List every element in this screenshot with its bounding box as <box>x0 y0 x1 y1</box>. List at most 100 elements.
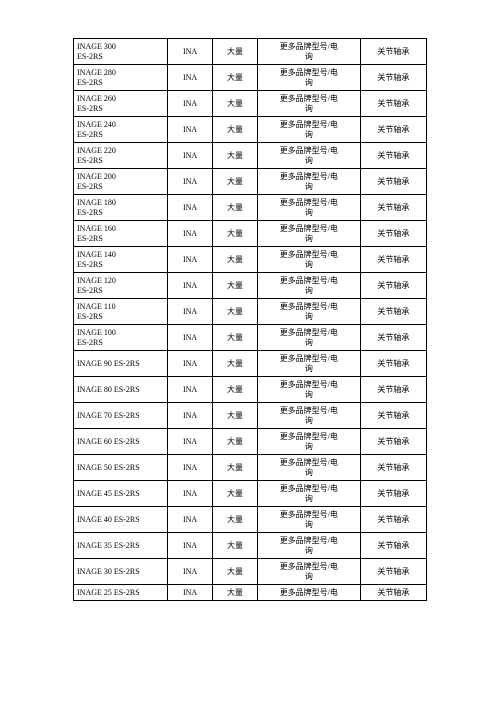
qty-cell: 大量 <box>213 559 258 585</box>
qty-cell: 大量 <box>213 481 258 507</box>
model-cell: INAGE 260ES-2RS <box>74 91 168 117</box>
table-row: INAGE 40 ES-2RSINA大量更多品牌型号/电询关节轴承 <box>74 507 427 533</box>
table-row: INAGE 120ES-2RSINA大量更多品牌型号/电询关节轴承 <box>74 273 427 299</box>
table-row: INAGE 25 ES-2RSINA大量更多品牌型号/电关节轴承 <box>74 585 427 601</box>
model-cell: INAGE 180ES-2RS <box>74 195 168 221</box>
info-cell: 更多品牌型号/电询 <box>257 429 360 455</box>
qty-cell: 大量 <box>213 533 258 559</box>
table-row: INAGE 45 ES-2RSINA大量更多品牌型号/电询关节轴承 <box>74 481 427 507</box>
info-cell: 更多品牌型号/电询 <box>257 455 360 481</box>
info-cell: 更多品牌型号/电询 <box>257 273 360 299</box>
brand-cell: INA <box>168 39 213 65</box>
qty-cell: 大量 <box>213 65 258 91</box>
info-cell: 更多品牌型号/电询 <box>257 403 360 429</box>
info-cell: 更多品牌型号/电询 <box>257 299 360 325</box>
brand-cell: INA <box>168 559 213 585</box>
brand-cell: INA <box>168 429 213 455</box>
model-cell: INAGE 160ES-2RS <box>74 221 168 247</box>
type-cell: 关节轴承 <box>360 39 426 65</box>
info-cell: 更多品牌型号/电询 <box>257 39 360 65</box>
table-row: INAGE 160ES-2RSINA大量更多品牌型号/电询关节轴承 <box>74 221 427 247</box>
table-row: INAGE 50 ES-2RSINA大量更多品牌型号/电询关节轴承 <box>74 455 427 481</box>
table-row: INAGE 300ES-2RSINA大量更多品牌型号/电询关节轴承 <box>74 39 427 65</box>
table-row: INAGE 240ES-2RSINA大量更多品牌型号/电询关节轴承 <box>74 117 427 143</box>
table-row: INAGE 140ES-2RSINA大量更多品牌型号/电询关节轴承 <box>74 247 427 273</box>
qty-cell: 大量 <box>213 507 258 533</box>
type-cell: 关节轴承 <box>360 91 426 117</box>
qty-cell: 大量 <box>213 377 258 403</box>
type-cell: 关节轴承 <box>360 403 426 429</box>
model-cell: INAGE 50 ES-2RS <box>74 455 168 481</box>
qty-cell: 大量 <box>213 169 258 195</box>
info-cell: 更多品牌型号/电询 <box>257 143 360 169</box>
qty-cell: 大量 <box>213 325 258 351</box>
type-cell: 关节轴承 <box>360 559 426 585</box>
table-row: INAGE 70 ES-2RSINA大量更多品牌型号/电询关节轴承 <box>74 403 427 429</box>
bearings-table: INAGE 300ES-2RSINA大量更多品牌型号/电询关节轴承INAGE 2… <box>73 38 427 601</box>
qty-cell: 大量 <box>213 585 258 601</box>
qty-cell: 大量 <box>213 273 258 299</box>
brand-cell: INA <box>168 481 213 507</box>
model-cell: INAGE 220ES-2RS <box>74 143 168 169</box>
model-cell: INAGE 280ES-2RS <box>74 65 168 91</box>
type-cell: 关节轴承 <box>360 455 426 481</box>
info-cell: 更多品牌型号/电询 <box>257 481 360 507</box>
qty-cell: 大量 <box>213 455 258 481</box>
info-cell: 更多品牌型号/电询 <box>257 247 360 273</box>
info-cell: 更多品牌型号/电询 <box>257 91 360 117</box>
type-cell: 关节轴承 <box>360 351 426 377</box>
brand-cell: INA <box>168 585 213 601</box>
brand-cell: INA <box>168 273 213 299</box>
type-cell: 关节轴承 <box>360 221 426 247</box>
type-cell: 关节轴承 <box>360 117 426 143</box>
qty-cell: 大量 <box>213 195 258 221</box>
model-cell: INAGE 100ES-2RS <box>74 325 168 351</box>
qty-cell: 大量 <box>213 221 258 247</box>
model-cell: INAGE 140ES-2RS <box>74 247 168 273</box>
qty-cell: 大量 <box>213 91 258 117</box>
type-cell: 关节轴承 <box>360 377 426 403</box>
info-cell: 更多品牌型号/电询 <box>257 507 360 533</box>
model-cell: INAGE 80 ES-2RS <box>74 377 168 403</box>
document-page: INAGE 300ES-2RSINA大量更多品牌型号/电询关节轴承INAGE 2… <box>73 38 427 707</box>
brand-cell: INA <box>168 195 213 221</box>
brand-cell: INA <box>168 221 213 247</box>
table-row: INAGE 110ES-2RSINA大量更多品牌型号/电询关节轴承 <box>74 299 427 325</box>
info-cell: 更多品牌型号/电询 <box>257 117 360 143</box>
model-cell: INAGE 60 ES-2RS <box>74 429 168 455</box>
brand-cell: INA <box>168 533 213 559</box>
brand-cell: INA <box>168 507 213 533</box>
model-cell: INAGE 240ES-2RS <box>74 117 168 143</box>
qty-cell: 大量 <box>213 351 258 377</box>
model-cell: INAGE 35 ES-2RS <box>74 533 168 559</box>
type-cell: 关节轴承 <box>360 169 426 195</box>
brand-cell: INA <box>168 377 213 403</box>
qty-cell: 大量 <box>213 143 258 169</box>
qty-cell: 大量 <box>213 299 258 325</box>
type-cell: 关节轴承 <box>360 533 426 559</box>
brand-cell: INA <box>168 117 213 143</box>
table-row: INAGE 35 ES-2RSINA大量更多品牌型号/电询关节轴承 <box>74 533 427 559</box>
info-cell: 更多品牌型号/电询 <box>257 377 360 403</box>
table-row: INAGE 200ES-2RSINA大量更多品牌型号/电询关节轴承 <box>74 169 427 195</box>
model-cell: INAGE 200ES-2RS <box>74 169 168 195</box>
brand-cell: INA <box>168 169 213 195</box>
type-cell: 关节轴承 <box>360 247 426 273</box>
brand-cell: INA <box>168 143 213 169</box>
table-row: INAGE 80 ES-2RSINA大量更多品牌型号/电询关节轴承 <box>74 377 427 403</box>
qty-cell: 大量 <box>213 247 258 273</box>
type-cell: 关节轴承 <box>360 143 426 169</box>
brand-cell: INA <box>168 91 213 117</box>
info-cell: 更多品牌型号/电询 <box>257 559 360 585</box>
table-row: INAGE 180ES-2RSINA大量更多品牌型号/电询关节轴承 <box>74 195 427 221</box>
table-row: INAGE 30 ES-2RSINA大量更多品牌型号/电询关节轴承 <box>74 559 427 585</box>
model-cell: INAGE 30 ES-2RS <box>74 559 168 585</box>
model-cell: INAGE 110ES-2RS <box>74 299 168 325</box>
qty-cell: 大量 <box>213 117 258 143</box>
brand-cell: INA <box>168 299 213 325</box>
table-row: INAGE 100ES-2RSINA大量更多品牌型号/电询关节轴承 <box>74 325 427 351</box>
model-cell: INAGE 70 ES-2RS <box>74 403 168 429</box>
brand-cell: INA <box>168 403 213 429</box>
info-cell: 更多品牌型号/电询 <box>257 351 360 377</box>
table-row: INAGE 60 ES-2RSINA大量更多品牌型号/电询关节轴承 <box>74 429 427 455</box>
